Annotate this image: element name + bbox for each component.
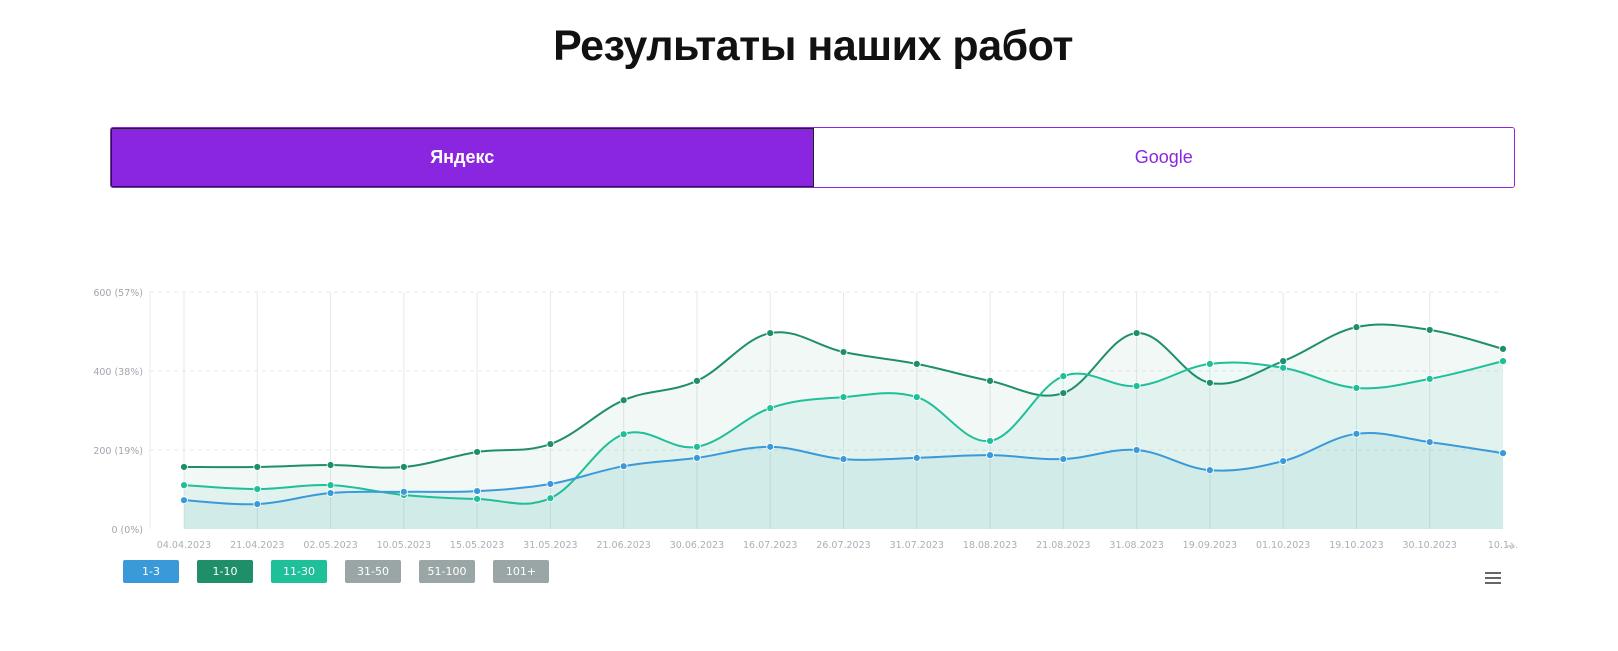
data-point-11-30	[1425, 374, 1434, 383]
data-point-1-10	[326, 461, 335, 469]
data-point-1-10	[619, 396, 628, 405]
data-point-1-3	[912, 453, 921, 462]
data-point-1-10	[1059, 389, 1068, 398]
data-point-11-30	[1352, 384, 1361, 392]
data-point-1-3	[1352, 429, 1361, 438]
data-point-11-30	[326, 481, 335, 490]
data-point-11-30	[766, 404, 775, 413]
data-point-1-10	[399, 463, 408, 471]
legend-item-1-3[interactable]: 1-3	[123, 560, 179, 583]
x-tick-label: 31.08.2023	[1109, 540, 1163, 551]
data-point-11-30	[253, 485, 262, 494]
data-point-11-30	[839, 393, 848, 401]
y-tick-label: 0 (0%)	[111, 525, 143, 536]
data-point-11-30	[1059, 372, 1068, 381]
data-point-1-10	[1279, 357, 1288, 366]
series-area-1-3	[184, 432, 1503, 529]
x-tick-label: 19.09.2023	[1183, 540, 1237, 551]
data-point-1-10	[693, 376, 701, 385]
chart-menu-icon[interactable]	[1485, 572, 1501, 584]
data-point-1-3	[1059, 455, 1068, 463]
data-point-1-3	[399, 487, 408, 496]
data-point-1-10	[1425, 326, 1434, 334]
data-point-11-30	[546, 494, 555, 503]
legend-item-31-50[interactable]: 31-50	[345, 560, 401, 583]
data-point-1-3	[546, 480, 555, 488]
legend-item-11-30[interactable]: 11-30	[271, 560, 327, 583]
y-tick-label: 200 (19%)	[93, 446, 143, 457]
legend-item-51-100[interactable]: 51-100	[419, 560, 475, 583]
data-point-1-3	[619, 462, 628, 471]
data-point-1-3	[1279, 457, 1288, 465]
data-point-1-10	[839, 348, 848, 356]
data-point-11-30	[1499, 357, 1507, 366]
data-point-11-30	[619, 430, 628, 439]
x-tick-label: 21.08.2023	[1036, 540, 1090, 551]
data-point-1-10	[253, 463, 262, 471]
data-point-11-30	[473, 495, 482, 503]
data-point-1-10	[986, 376, 994, 385]
x-tick-label: 02.05.2023	[303, 540, 357, 551]
x-tick-label: 19.10.2023	[1329, 540, 1383, 551]
x-tick-label: 26.07.2023	[816, 540, 870, 551]
chart-legend: 1-3 1-10 11-30 31-50 51-100 101+	[123, 560, 549, 583]
data-point-11-30	[912, 393, 921, 401]
data-point-11-30	[986, 437, 994, 445]
x-tick-label: 31.05.2023	[523, 540, 577, 551]
data-point-11-30	[1205, 359, 1214, 368]
legend-item-101-plus[interactable]: 101+	[493, 560, 549, 583]
data-point-1-10	[473, 448, 482, 456]
data-point-1-3	[1132, 446, 1141, 454]
data-point-1-10	[1205, 378, 1214, 387]
data-point-11-30	[693, 442, 701, 451]
data-point-1-10	[1499, 344, 1507, 353]
data-point-1-10	[766, 329, 775, 337]
x-tick-label: 16.07.2023	[743, 540, 797, 551]
data-point-1-10	[912, 359, 921, 368]
series-area-11-30	[184, 361, 1503, 529]
data-point-1-10	[1132, 329, 1141, 337]
x-tick-label: 18.08.2023	[963, 540, 1017, 551]
x-tick-label: 30.10.2023	[1403, 540, 1457, 551]
data-point-11-30	[1279, 363, 1288, 372]
data-point-1-3	[1499, 449, 1507, 458]
y-tick-label: 400 (38%)	[93, 367, 143, 378]
legend-item-1-10[interactable]: 1-10	[197, 560, 253, 583]
data-point-1-3	[1205, 466, 1214, 475]
x-tick-label: 01.10.2023	[1256, 540, 1310, 551]
x-tick-label: 30.06.2023	[670, 540, 724, 551]
search-engine-tabs: Яндекс Google	[110, 127, 1515, 188]
data-point-1-3	[1425, 438, 1434, 447]
data-point-1-3	[986, 451, 994, 460]
data-point-1-3	[766, 442, 775, 451]
data-point-1-10	[180, 463, 188, 471]
page-title: Результаты наших работ	[553, 22, 1073, 70]
x-tick-label: 21.04.2023	[230, 540, 284, 551]
data-point-11-30	[1132, 382, 1141, 390]
data-point-1-3	[180, 496, 188, 505]
data-point-1-3	[473, 487, 482, 495]
data-point-11-30	[180, 481, 188, 490]
y-tick-label: 600 (57%)	[93, 288, 143, 299]
x-tick-label: 10.1...	[1488, 540, 1518, 551]
scroll-right-arrow-icon	[1506, 542, 1516, 550]
x-tick-label: 21.06.2023	[596, 540, 650, 551]
x-tick-label: 04.04.2023	[157, 540, 211, 551]
data-point-1-3	[326, 489, 335, 497]
data-point-1-10	[1352, 323, 1361, 332]
tab-yandex[interactable]: Яндекс	[111, 128, 814, 187]
data-point-1-10	[546, 440, 555, 448]
tab-google[interactable]: Google	[813, 128, 1514, 187]
data-point-1-3	[839, 455, 848, 463]
data-point-1-3	[253, 500, 262, 509]
x-tick-label: 31.07.2023	[890, 540, 944, 551]
x-tick-label: 10.05.2023	[377, 540, 431, 551]
x-tick-label: 15.05.2023	[450, 540, 504, 551]
data-point-1-3	[693, 453, 701, 462]
